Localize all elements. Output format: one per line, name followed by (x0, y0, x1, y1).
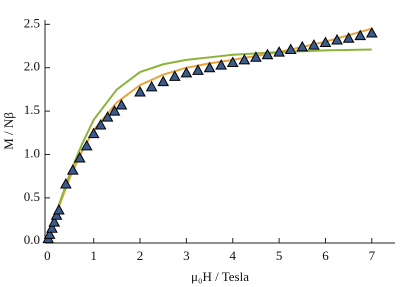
x-tick-label: 0 (44, 248, 51, 263)
data-point (308, 39, 320, 50)
data-point (342, 32, 355, 43)
data-point (180, 66, 193, 78)
data-point (192, 64, 204, 75)
data-point (66, 164, 79, 175)
x-tick-label: 6 (322, 248, 329, 263)
data-point (168, 70, 181, 81)
data-point (365, 26, 378, 38)
y-tick-label: 0.0 (24, 232, 40, 247)
data-point (331, 33, 343, 45)
data-point (43, 228, 56, 239)
data-point (296, 40, 309, 52)
x-tick-label: 1 (90, 248, 97, 263)
data-point (73, 151, 86, 163)
x-axis-title: μ₀H / Tesla (191, 269, 249, 284)
data-point (46, 222, 58, 233)
data-point (115, 99, 128, 110)
x-tick-label: 4 (229, 248, 236, 263)
data-point (261, 48, 274, 60)
fit-line (46, 48, 372, 242)
data-point (354, 29, 367, 41)
data-point (226, 56, 239, 68)
x-tick-label: 3 (183, 248, 190, 263)
data-point (250, 51, 262, 62)
x-tick-label: 7 (369, 248, 376, 263)
data-point (60, 177, 72, 189)
data-point (203, 61, 216, 73)
data-point (145, 80, 158, 92)
data-point (101, 111, 114, 122)
data-point (48, 216, 61, 227)
data-point (273, 46, 285, 57)
y-axis-title: M / Nβ (1, 112, 16, 150)
data-point (134, 85, 146, 97)
y-tick-label: 0.5 (24, 189, 40, 204)
data-point (319, 36, 332, 48)
data-point (50, 209, 63, 220)
y-tick-label: 2.0 (24, 59, 40, 74)
data-point (215, 59, 228, 70)
data-point (87, 127, 100, 139)
y-tick-label: 1.0 (24, 145, 40, 160)
data-point (238, 53, 251, 65)
data-point (108, 105, 121, 116)
y-tick-label: 2.5 (24, 15, 40, 30)
y-tick-label: 1.5 (24, 102, 40, 117)
data-point (157, 75, 170, 87)
data-point (80, 139, 93, 151)
x-tick-label: 5 (276, 248, 283, 263)
data-point (94, 118, 107, 130)
data-point (53, 203, 65, 215)
data-point (284, 43, 297, 55)
x-tick-label: 2 (137, 248, 144, 263)
